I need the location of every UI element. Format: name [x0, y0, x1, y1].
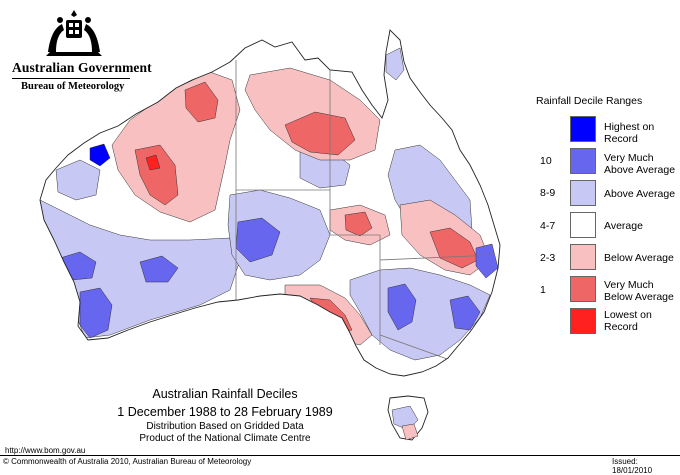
- map-title: Australian Rainfall Deciles: [152, 387, 298, 401]
- bureau-title: Bureau of Meteorology: [21, 81, 125, 92]
- map-subtitle-product: Product of the National Climate Centre: [139, 433, 311, 444]
- map-subtitle-distribution: Distribution Based on Gridded Data: [146, 421, 304, 432]
- legend-range-8-9: 8-9: [540, 187, 556, 199]
- copyright-notice: © Commonwealth of Australia 2010, Austra…: [3, 457, 252, 466]
- legend-label-below: Below Average: [604, 252, 674, 264]
- issued-date: Issued: 18/01/2010: [612, 457, 653, 475]
- legend-range-10: 10: [540, 155, 552, 167]
- legend-label-very-much-below: Very Much Below Average: [604, 279, 674, 303]
- region-very-above-nullarbor: [139, 255, 179, 283]
- region-above-average-wa-west: [55, 159, 101, 201]
- region-very-below-nt: [284, 111, 356, 156]
- legend-label-very-much-above: Very Much Above Average: [604, 152, 676, 176]
- legend-swatch-lowest: [570, 308, 596, 334]
- legend-label-highest: Highest on Record: [604, 121, 655, 145]
- legend-swatch-highest: [570, 116, 596, 142]
- legend-label-average: Average: [604, 220, 643, 232]
- legend-range-1: 1: [540, 284, 546, 296]
- region-very-above-nsw: [449, 295, 481, 331]
- legend-title: Rainfall Decile Ranges: [536, 95, 643, 107]
- website-url: http://www.bom.gov.au: [5, 446, 86, 455]
- legend-swatch-above: [570, 180, 596, 206]
- tasmania-below-average: [401, 423, 419, 441]
- map-period: 1 December 1988 to 28 February 1989: [117, 405, 333, 419]
- region-highest-record-wa: [89, 143, 111, 167]
- footer-divider: [0, 455, 680, 456]
- region-very-below-kimberley: [184, 81, 219, 123]
- legend-swatch-very-much-below: [570, 276, 596, 302]
- region-very-above-swwa: [79, 287, 113, 339]
- region-very-above-sa-east: [387, 283, 417, 331]
- government-title: Australian Government: [12, 60, 152, 75]
- coat-of-arms-logo: [46, 10, 102, 56]
- region-lowest-record-pilbara: [145, 154, 161, 171]
- header-divider: [12, 78, 130, 79]
- legend-label-above: Above Average: [604, 188, 676, 200]
- region-very-below-pilbara: [134, 144, 179, 206]
- legend-range-2-3: 2-3: [540, 252, 556, 264]
- legend-swatch-very-much-above: [570, 148, 596, 174]
- legend-range-4-7: 4-7: [540, 220, 556, 232]
- legend-swatch-average: [570, 212, 596, 238]
- legend-label-lowest: Lowest on Record: [604, 309, 652, 333]
- region-above-average-cape: [385, 47, 405, 81]
- region-very-below-qld-mid: [344, 211, 373, 237]
- border-qld-nsw: [379, 254, 496, 261]
- coastline: [39, 29, 501, 377]
- border-nsw-vic: [379, 334, 451, 361]
- region-very-above-qld-coast: [475, 243, 499, 279]
- legend-swatch-below: [570, 244, 596, 270]
